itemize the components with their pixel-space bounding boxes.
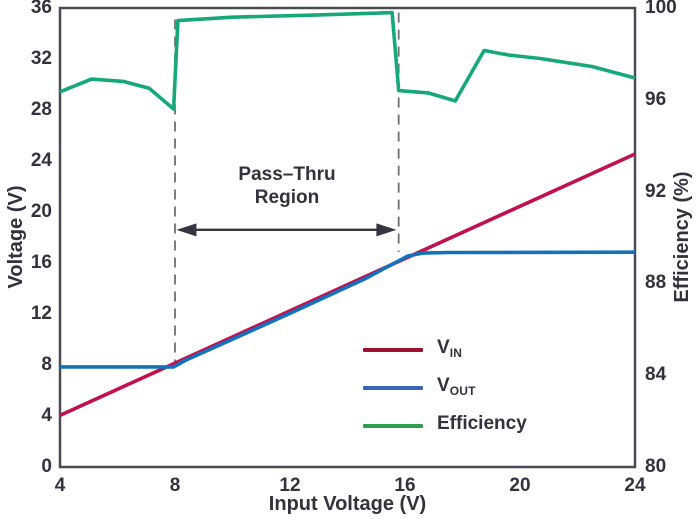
x-tick-label-4: 4 bbox=[54, 475, 66, 496]
series-efficiency bbox=[59, 10, 636, 111]
y-left-tick-label-28: 28 bbox=[30, 99, 52, 120]
pass-thru-annotation: Pass–Thru Region bbox=[175, 163, 399, 209]
y-right-tick-label-96: 96 bbox=[645, 88, 667, 110]
legend-item-vin: VIN bbox=[363, 336, 527, 365]
plot-border bbox=[58, 6, 637, 469]
y-right-tick-label-88: 88 bbox=[645, 272, 667, 294]
legend-item-vout: VOUT bbox=[363, 374, 527, 403]
y-right-tick-label-80: 80 bbox=[645, 456, 667, 477]
legend: VIN VOUT Efficiency bbox=[363, 336, 527, 441]
legend-swatch-efficiency bbox=[363, 424, 423, 428]
pass-thru-annotation-line1: Pass–Thru bbox=[238, 164, 336, 185]
legend-label-vout-main: V bbox=[437, 374, 450, 396]
x-tick-label-12: 12 bbox=[279, 475, 301, 496]
y-left-tick-label-12: 12 bbox=[30, 303, 52, 324]
y-left-tick-label-16: 16 bbox=[30, 252, 52, 273]
legend-swatch-vout bbox=[363, 386, 423, 390]
y-left-tick-label-24: 24 bbox=[30, 150, 52, 171]
x-axis-title: Input Voltage (V) bbox=[268, 493, 427, 515]
x-tick-label-8: 8 bbox=[169, 475, 181, 496]
y-left-tick-label-8: 8 bbox=[41, 354, 52, 375]
y-left-tick-label-0: 0 bbox=[41, 456, 52, 477]
y-right-tick-label-92: 92 bbox=[645, 180, 667, 202]
legend-swatch-vin bbox=[363, 348, 423, 352]
x-tick-label-20: 20 bbox=[509, 475, 531, 496]
legend-label-vin-sub: IN bbox=[449, 345, 463, 360]
y-left-tick-label-36: 36 bbox=[30, 0, 52, 18]
pass-thru-arrowhead-left bbox=[176, 223, 197, 237]
legend-label-efficiency: Efficiency bbox=[437, 412, 527, 441]
y-axis-title-left: Voltage (V) bbox=[5, 185, 27, 289]
legend-item-efficiency: Efficiency bbox=[363, 412, 527, 441]
y-left-tick-label-32: 32 bbox=[30, 48, 52, 69]
y-left-tick-label-20: 20 bbox=[30, 201, 52, 222]
y-left-tick-label-4: 4 bbox=[41, 405, 52, 426]
y-right-tick-label-100: 100 bbox=[645, 0, 677, 18]
legend-label-vin: VIN bbox=[437, 336, 462, 365]
x-tick-label-24: 24 bbox=[624, 475, 646, 496]
legend-label-vout-sub: OUT bbox=[449, 383, 476, 398]
pass-thru-annotation-line2: Region bbox=[254, 187, 320, 208]
x-tick-label-16: 16 bbox=[394, 475, 416, 496]
y-right-tick-label-84: 84 bbox=[645, 364, 667, 386]
series-vin bbox=[59, 152, 636, 418]
legend-label-efficiency-main: Efficiency bbox=[437, 412, 527, 434]
series-vout bbox=[60, 250, 636, 369]
legend-label-vout: VOUT bbox=[437, 374, 476, 403]
pass-thru-arrowhead-right bbox=[376, 223, 397, 237]
legend-label-vin-main: V bbox=[437, 336, 450, 358]
